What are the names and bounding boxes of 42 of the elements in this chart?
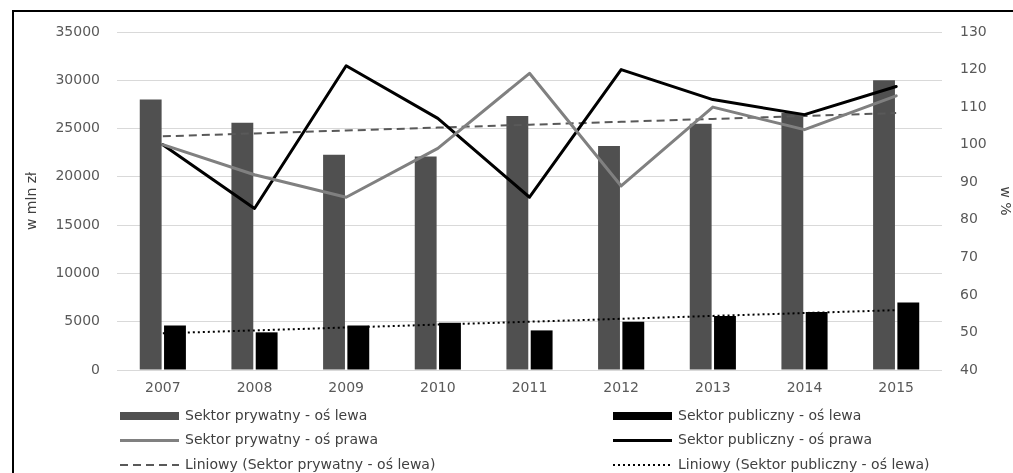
y2-tick-label: 130	[960, 22, 987, 39]
y2-tick-label: 40	[960, 360, 978, 377]
legend-label: Liniowy (Sektor prywatny - oś lewa)	[185, 455, 436, 472]
x-tick-label: 2015	[878, 379, 914, 396]
y2-tick-label: 90	[960, 172, 978, 189]
x-tick-label: 2011	[511, 379, 548, 396]
x-tick-label: 2007	[145, 379, 181, 396]
y2-tick-label: 120	[960, 60, 987, 77]
y-tick-label: 5000	[64, 312, 100, 329]
y-axis-title: w mln zł	[23, 171, 40, 231]
y2-tick-label: 70	[960, 247, 978, 264]
y2-tick-label: 80	[960, 210, 978, 227]
y-tick-label: 0	[91, 360, 100, 377]
x-tick-label: 2012	[603, 379, 639, 396]
x-tick-label: 2010	[420, 379, 456, 396]
y2-tick-label: 50	[960, 323, 978, 340]
legend-label: Sektor publiczny - oś lewa	[678, 406, 862, 423]
y-tick-label: 15000	[55, 215, 100, 232]
bar	[530, 330, 553, 370]
y-tick-label: 30000	[55, 70, 100, 87]
bar	[323, 154, 345, 370]
bar	[414, 156, 437, 370]
y2-tick-label: 100	[960, 135, 987, 152]
legend-label: Sektor prywatny - oś prawa	[185, 431, 378, 448]
bar	[897, 302, 920, 370]
y-tick-label: 25000	[55, 119, 100, 136]
bar	[689, 123, 712, 370]
bar	[598, 145, 620, 370]
legend-label: Sektor prywatny - oś lewa	[185, 406, 368, 423]
x-tick-label: 2014	[786, 379, 823, 396]
y-tick-label: 10000	[55, 264, 100, 281]
y-tick-label: 35000	[55, 22, 100, 39]
x-tick-label: 2008	[236, 379, 273, 396]
x-tick-label: 2009	[328, 379, 364, 396]
y2-tick-label: 110	[960, 97, 987, 114]
legend-label: Sektor publiczny - oś prawa	[678, 431, 873, 448]
x-tick-label: 2013	[695, 379, 731, 396]
bar	[622, 321, 645, 370]
legend-label: Liniowy (Sektor publiczny - oś lewa)	[678, 455, 930, 472]
y2-tick-label: 60	[960, 285, 978, 302]
y2-axis-title: w %	[997, 186, 1013, 216]
y-tick-label: 20000	[55, 167, 100, 184]
